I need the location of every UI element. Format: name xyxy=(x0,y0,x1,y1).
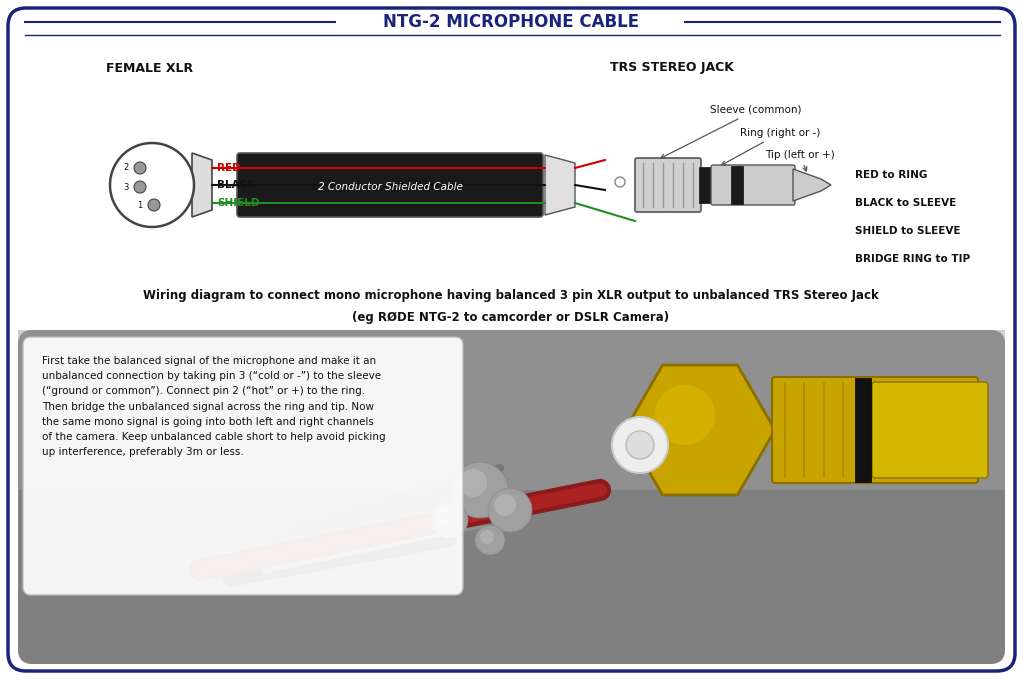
Text: BLACK to SLEEVE: BLACK to SLEEVE xyxy=(855,198,957,208)
Bar xyxy=(855,378,871,482)
Circle shape xyxy=(437,507,455,525)
Polygon shape xyxy=(192,153,212,217)
Circle shape xyxy=(459,469,487,497)
Text: Sleeve (common): Sleeve (common) xyxy=(661,105,801,158)
Bar xyxy=(731,166,743,204)
Circle shape xyxy=(655,385,715,445)
Circle shape xyxy=(452,462,508,518)
Circle shape xyxy=(626,431,654,459)
Circle shape xyxy=(480,530,494,544)
Polygon shape xyxy=(625,365,775,495)
Circle shape xyxy=(134,162,146,174)
Polygon shape xyxy=(793,169,831,201)
FancyBboxPatch shape xyxy=(711,165,795,205)
Text: BLACK: BLACK xyxy=(217,180,256,190)
FancyBboxPatch shape xyxy=(18,330,1005,664)
Text: FEMALE XLR: FEMALE XLR xyxy=(106,62,193,75)
Text: Tip (left or +): Tip (left or +) xyxy=(765,150,835,171)
Text: Ring (right or -): Ring (right or -) xyxy=(721,128,820,165)
Text: NTG-2 MICROPHONE CABLE: NTG-2 MICROPHONE CABLE xyxy=(383,13,639,31)
Circle shape xyxy=(148,199,160,211)
Text: First take the balanced signal of the microphone and make it an
unbalanced conne: First take the balanced signal of the mi… xyxy=(42,356,386,457)
Text: 3: 3 xyxy=(124,183,129,191)
Text: 2 Conductor Shielded Cable: 2 Conductor Shielded Cable xyxy=(317,182,462,192)
Text: BRIDGE RING to TIP: BRIDGE RING to TIP xyxy=(855,254,970,264)
Circle shape xyxy=(475,525,505,555)
Circle shape xyxy=(110,143,194,227)
FancyBboxPatch shape xyxy=(237,153,543,217)
Circle shape xyxy=(612,417,668,473)
Text: RED to RING: RED to RING xyxy=(855,170,928,180)
Text: 2: 2 xyxy=(124,164,129,172)
Text: Wiring diagram to connect mono microphone having balanced 3 pin XLR output to un: Wiring diagram to connect mono microphon… xyxy=(143,289,879,301)
Bar xyxy=(699,167,713,203)
Circle shape xyxy=(488,488,532,532)
Circle shape xyxy=(494,494,516,516)
FancyBboxPatch shape xyxy=(18,330,1005,664)
Text: 1: 1 xyxy=(137,200,142,210)
Text: SHIELD: SHIELD xyxy=(217,198,260,208)
FancyBboxPatch shape xyxy=(8,8,1015,671)
FancyBboxPatch shape xyxy=(23,337,463,595)
Text: (eg RØDE NTG-2 to camcorder or DSLR Camera): (eg RØDE NTG-2 to camcorder or DSLR Came… xyxy=(353,310,670,323)
Polygon shape xyxy=(545,155,575,215)
Circle shape xyxy=(615,177,625,187)
Circle shape xyxy=(432,502,468,538)
FancyBboxPatch shape xyxy=(635,158,701,212)
Text: SHIELD to SLEEVE: SHIELD to SLEEVE xyxy=(855,226,961,236)
FancyBboxPatch shape xyxy=(772,377,978,483)
Circle shape xyxy=(134,181,146,193)
FancyBboxPatch shape xyxy=(872,382,988,478)
Text: TRS STEREO JACK: TRS STEREO JACK xyxy=(610,62,733,75)
Bar xyxy=(18,330,1005,490)
Text: RED: RED xyxy=(217,163,240,173)
